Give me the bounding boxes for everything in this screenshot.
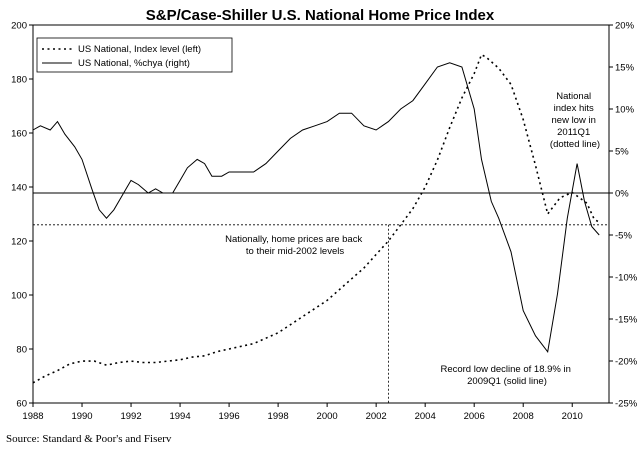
series-line-index-level bbox=[32, 53, 600, 384]
x-tick-label: 1998 bbox=[268, 411, 289, 422]
y-left-tick-label: 200 bbox=[11, 21, 27, 32]
y-right-tick-label: 15% bbox=[615, 63, 635, 74]
chart-source: Source: Standard & Poor's and Fiserv bbox=[6, 433, 172, 445]
x-tick-label: 2004 bbox=[415, 411, 436, 422]
y-left-tick-label: 120 bbox=[11, 237, 27, 248]
x-tick-label: 2006 bbox=[464, 411, 485, 422]
y-right-tick-label: -5% bbox=[615, 231, 632, 242]
reference-lines bbox=[33, 192, 609, 403]
annotation-record-low: Record low decline of 18.9% in 2009Q1 (s… bbox=[440, 364, 573, 387]
y-right-tick-label: -25% bbox=[615, 399, 638, 410]
y-right-tick-label: 0% bbox=[615, 189, 629, 200]
x-tick-label: 2002 bbox=[366, 411, 387, 422]
x-tick-label: 2010 bbox=[562, 411, 583, 422]
y-left-tick-label: 100 bbox=[11, 291, 27, 302]
y-right-tick-label: 5% bbox=[615, 147, 629, 158]
y-right-tick-label: 10% bbox=[615, 105, 635, 116]
x-tick-label: 2008 bbox=[513, 411, 534, 422]
y-right-tick-label: -10% bbox=[615, 273, 638, 284]
y-axis-right: 20% 15% 10% 5% 0% -5% -10% -15% -20% -25% bbox=[609, 21, 638, 410]
y-left-tick-label: 180 bbox=[11, 75, 27, 86]
x-tick-label: 1992 bbox=[120, 411, 141, 422]
legend-label-pct-chya: US National, %chya (right) bbox=[78, 58, 190, 69]
y-left-tick-label: 160 bbox=[11, 129, 27, 140]
series-line-pct-chya bbox=[32, 62, 600, 354]
y-right-tick-label: 20% bbox=[615, 21, 635, 32]
plot-area bbox=[32, 24, 610, 404]
chart-title: S&P/Case-Shiller U.S. National Home Pric… bbox=[146, 7, 495, 24]
y-right-tick-label: -20% bbox=[615, 357, 638, 368]
x-tick-label: 2000 bbox=[317, 411, 338, 422]
y-left-tick-label: 140 bbox=[11, 183, 27, 194]
y-left-tick-label: 60 bbox=[16, 399, 27, 410]
y-left-tick-label: 80 bbox=[16, 345, 27, 356]
annotation-mid-2002: Nationally, home prices are back to thei… bbox=[225, 234, 365, 257]
annotation-new-low: National index hits new low in 2011Q1 (d… bbox=[550, 91, 600, 150]
x-tick-label: 1994 bbox=[169, 411, 190, 422]
x-tick-label: 1988 bbox=[22, 411, 43, 422]
x-tick-label: 1996 bbox=[219, 411, 240, 422]
legend-box bbox=[36, 37, 233, 73]
x-tick-label: 1990 bbox=[71, 411, 92, 422]
legend-label-index-level: US National, Index level (left) bbox=[78, 44, 201, 55]
x-axis: 1988 1990 1992 1994 1996 1998 2000 2002 2004 2006… bbox=[22, 403, 583, 422]
legend: US National, Index level (left) US Natio… bbox=[36, 37, 233, 73]
y-axis-left: 60 80 100 120 140 160 180 200 bbox=[11, 21, 33, 410]
y-right-tick-label: -15% bbox=[615, 315, 638, 326]
